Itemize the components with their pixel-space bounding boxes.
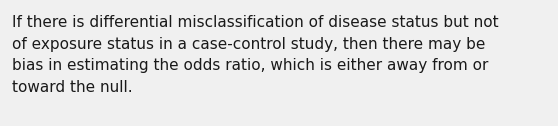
Text: If there is differential misclassification of disease status but not
of exposure: If there is differential misclassificati… (12, 15, 499, 95)
